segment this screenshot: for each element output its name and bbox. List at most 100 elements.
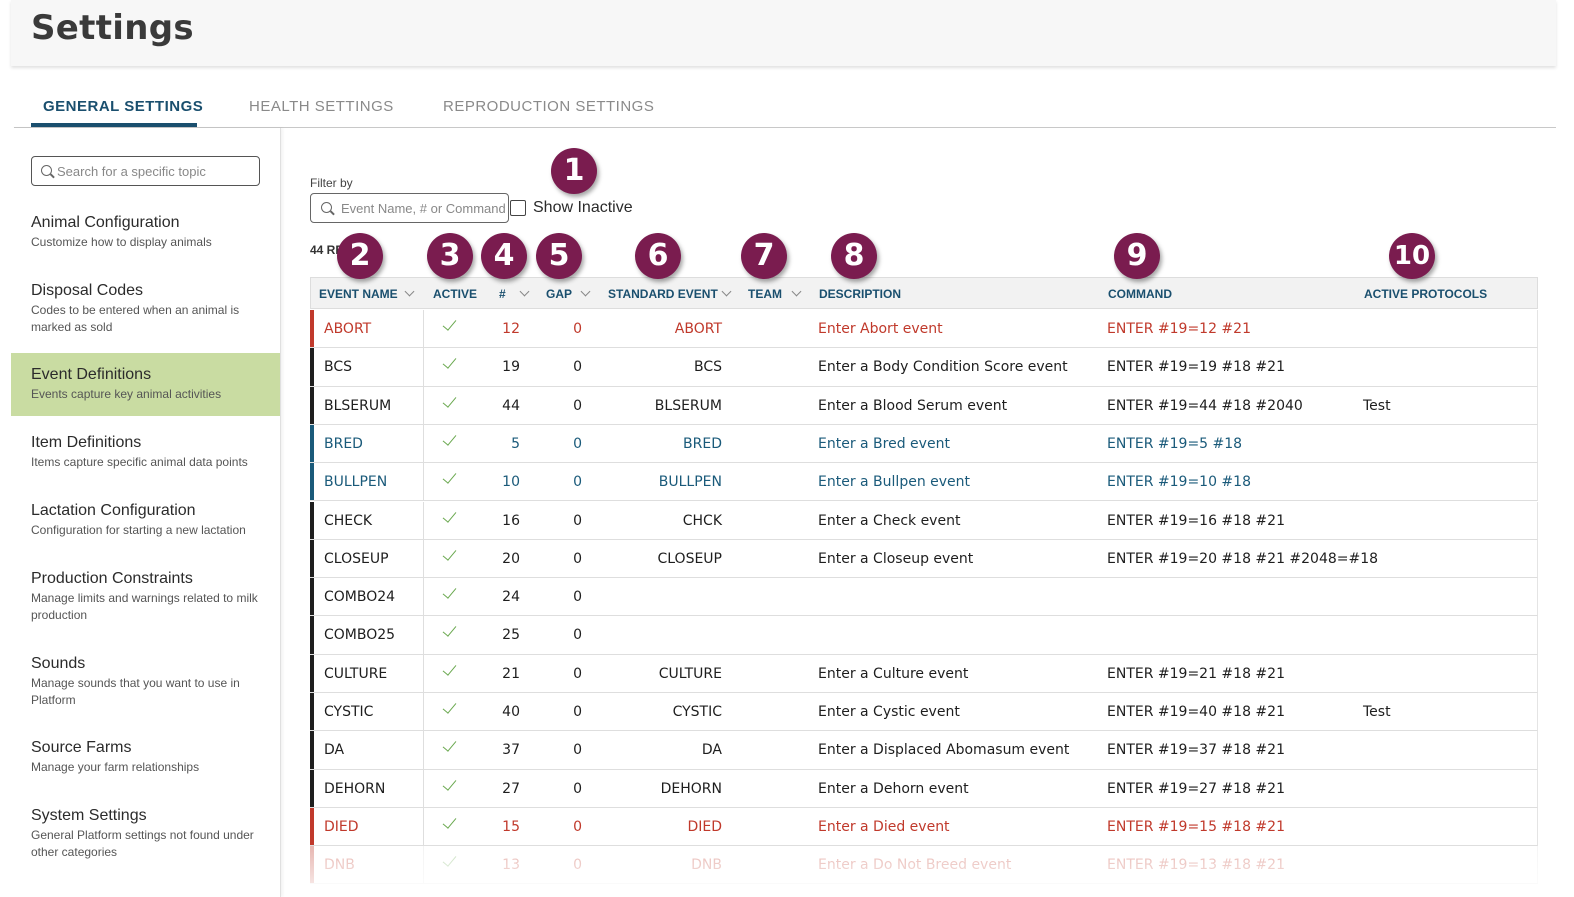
topic-search-placeholder: Search for a specific topic (57, 164, 206, 179)
tab-health-settings[interactable]: HEALTH SETTINGS (249, 98, 394, 115)
sidebar-item-desc: Events capture key animal activities (31, 387, 222, 401)
check-icon (443, 394, 461, 410)
standard-event-cell: DA (701, 742, 722, 759)
sidebar-item-system-settings[interactable]: System Settings General Platform setting… (11, 807, 280, 871)
active-protocols-cell: Test (1363, 704, 1391, 720)
description-cell: Enter a Check event (818, 512, 961, 529)
standard-event-cell: BLSERUM (654, 397, 722, 414)
chevron-down-icon[interactable] (580, 286, 591, 297)
topic-search-input[interactable]: Search for a specific topic (31, 156, 260, 186)
command-cell: ENTER #19=15 #18 #21 (1107, 818, 1285, 835)
event-name-cell: CYSTIC (324, 704, 374, 720)
gap-cell: 0 (573, 589, 582, 606)
command-cell: ENTER #19=40 #18 #21 (1107, 704, 1285, 720)
table-row[interactable]: DIED 15 0 DIED Enter a Died event ENTER #19=1… (310, 807, 1538, 847)
event-number-cell: 5 (511, 435, 520, 452)
column-divider (423, 424, 424, 463)
sidebar-item-lactation-configuration[interactable]: Lactation Configuration Configuration fo… (11, 502, 280, 550)
col-gap[interactable]: GAP (546, 287, 573, 301)
check-icon (443, 432, 461, 448)
column-divider (423, 501, 424, 539)
table-row[interactable]: CYSTIC 40 0 CYSTIC Enter a Cystic event ENTER… (310, 693, 1538, 732)
event-number-cell: 24 (502, 589, 520, 606)
column-divider (423, 693, 424, 731)
column-divider (423, 769, 424, 807)
chevron-down-icon[interactable] (519, 286, 530, 297)
table-row[interactable]: DEHORN 27 0 DEHORN Enter a Dehorn event ENTER… (310, 769, 1538, 808)
col-standard-event[interactable]: STANDARD EVENT (608, 287, 718, 301)
sidebar-item-source-farms[interactable]: Source Farms Manage your farm relationsh… (11, 739, 280, 787)
show-inactive-checkbox[interactable] (510, 200, 526, 216)
table-row[interactable]: CHECK 16 0 CHCK Enter a Check event ENTER #19… (310, 501, 1538, 540)
table-row[interactable]: ABORT 12 0 ABORT Enter Abort event ENTER #19=… (310, 310, 1538, 349)
description-cell: Enter a Blood Serum event (818, 397, 1008, 414)
gap-cell: 0 (573, 435, 582, 452)
table-row[interactable]: BLSERUM 44 0 BLSERUM Enter a Blood Serum eve… (310, 386, 1538, 425)
table-row[interactable]: COMBO24 24 0 (310, 578, 1538, 617)
sidebar-item-animal-configuration[interactable]: Animal Configuration Customize how to di… (11, 214, 280, 262)
description-cell: Enter a Do Not Breed event (818, 857, 1012, 874)
tab-general-settings[interactable]: GENERAL SETTINGS (43, 98, 204, 115)
table-row[interactable]: CLOSEUP 20 0 CLOSEUP Enter a Closeup event EN… (310, 539, 1538, 579)
col-command[interactable]: COMMAND (1108, 287, 1172, 301)
callout-badge: 1 (551, 148, 597, 194)
sidebar-item-desc: Manage your farm relationships (31, 760, 200, 774)
gap-cell: 0 (573, 818, 582, 835)
active-tab-indicator (31, 123, 197, 127)
active-protocols-cell: Test (1363, 397, 1391, 414)
table-row[interactable]: DA 37 0 DA Enter a Displaced Abomasum event E… (310, 731, 1538, 770)
table-row[interactable]: COMBO25 25 0 (310, 616, 1538, 655)
chevron-down-icon[interactable] (791, 286, 802, 297)
command-cell: ENTER #19=12 #21 (1107, 321, 1251, 337)
table-row[interactable]: BCS 19 0 BCS Enter a Body Condition Score ev… (310, 348, 1538, 387)
table-row[interactable]: CULTURE 21 0 CULTURE Enter a Culture event EN… (310, 654, 1538, 693)
command-cell: ENTER #19=5 #18 (1107, 435, 1243, 452)
sidebar-item-disposal-codes[interactable]: Disposal Codes Codes to be entered when … (11, 282, 280, 346)
event-number-cell: 20 (502, 550, 520, 567)
description-cell: Enter a Dehorn event (818, 780, 969, 797)
event-name-cell: BULLPEN (324, 474, 388, 491)
row-status-bar (310, 539, 314, 578)
callout-badge: 6 (635, 233, 681, 279)
table-row[interactable]: DNB 13 0 DNB Enter a Do Not Breed event ENTER… (310, 846, 1538, 885)
gap-cell: 0 (573, 704, 582, 720)
col-active[interactable]: ACTIVE (433, 287, 478, 301)
column-divider (423, 731, 424, 769)
chevron-down-icon[interactable] (404, 286, 415, 297)
command-cell: ENTER #19=20 #18 #21 #2048=#18 (1107, 550, 1379, 567)
event-name-cell: CHECK (324, 512, 373, 529)
col-number[interactable]: # (499, 287, 506, 301)
col-team[interactable]: TEAM (748, 287, 782, 301)
callout-badge: 2 (337, 233, 383, 279)
sidebar-item-desc: General Platform settings not found unde… (31, 828, 254, 859)
sidebar-item-production-constraints[interactable]: Production Constraints Manage limits and… (11, 570, 280, 634)
callout-badge: 5 (536, 233, 582, 279)
event-number-cell: 15 (502, 818, 520, 835)
standard-event-cell: DEHORN (660, 780, 722, 797)
description-cell: Enter a Culture event (818, 665, 969, 682)
sidebar-item-event-definitions[interactable]: Event Definitions Events capture key ani… (11, 353, 280, 416)
sidebar-item-sounds[interactable]: Sounds Manage sounds that you want to us… (11, 655, 280, 719)
column-divider (423, 807, 424, 846)
gap-cell: 0 (573, 627, 582, 644)
check-icon (443, 700, 461, 716)
tab-reproduction-settings[interactable]: REPRODUCTION SETTINGS (443, 98, 655, 115)
event-number-cell: 13 (502, 857, 520, 874)
table-row[interactable]: BRED 5 0 BRED Enter a Bred event ENTER #19=5 … (310, 424, 1538, 464)
event-name-cell: ABORT (324, 321, 372, 337)
event-number-cell: 37 (502, 742, 520, 759)
check-icon (443, 815, 461, 831)
gap-cell: 0 (573, 397, 582, 414)
chevron-down-icon[interactable] (721, 286, 732, 297)
sidebar-item-desc: Manage limits and warnings related to mi… (31, 591, 258, 622)
col-description[interactable]: DESCRIPTION (819, 287, 902, 301)
col-event-name[interactable]: EVENT NAME (319, 287, 398, 301)
column-divider (423, 616, 424, 654)
col-active-protocols[interactable]: ACTIVE PROTOCOLS (1364, 287, 1488, 301)
gap-cell: 0 (573, 857, 582, 874)
column-divider (423, 348, 424, 386)
sidebar-item-item-definitions[interactable]: Item Definitions Items capture specific … (11, 434, 280, 482)
check-icon (443, 355, 461, 371)
event-filter-input[interactable]: Event Name, # or Command (310, 193, 509, 223)
table-row[interactable]: BULLPEN 10 0 BULLPEN Enter a Bullpen event EN… (310, 463, 1538, 502)
